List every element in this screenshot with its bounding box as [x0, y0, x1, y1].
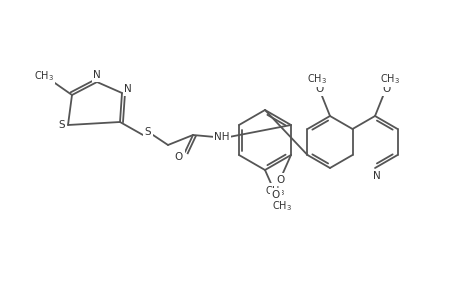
Text: N: N: [372, 171, 380, 181]
Text: O: O: [381, 84, 389, 94]
Text: CH$_3$: CH$_3$: [306, 72, 326, 86]
Text: CH$_3$: CH$_3$: [379, 72, 399, 86]
Text: CH$_3$: CH$_3$: [271, 199, 291, 213]
Text: O: O: [315, 84, 324, 94]
Text: NH: NH: [214, 132, 229, 142]
Text: N: N: [124, 84, 132, 94]
Text: CH$_3$: CH$_3$: [34, 69, 54, 83]
Text: O: O: [174, 152, 183, 162]
Text: S: S: [59, 120, 65, 130]
Text: N: N: [93, 70, 101, 80]
Text: S: S: [145, 127, 151, 137]
Text: O: O: [276, 175, 285, 185]
Text: O: O: [271, 190, 280, 200]
Text: CH$_3$: CH$_3$: [264, 184, 285, 198]
